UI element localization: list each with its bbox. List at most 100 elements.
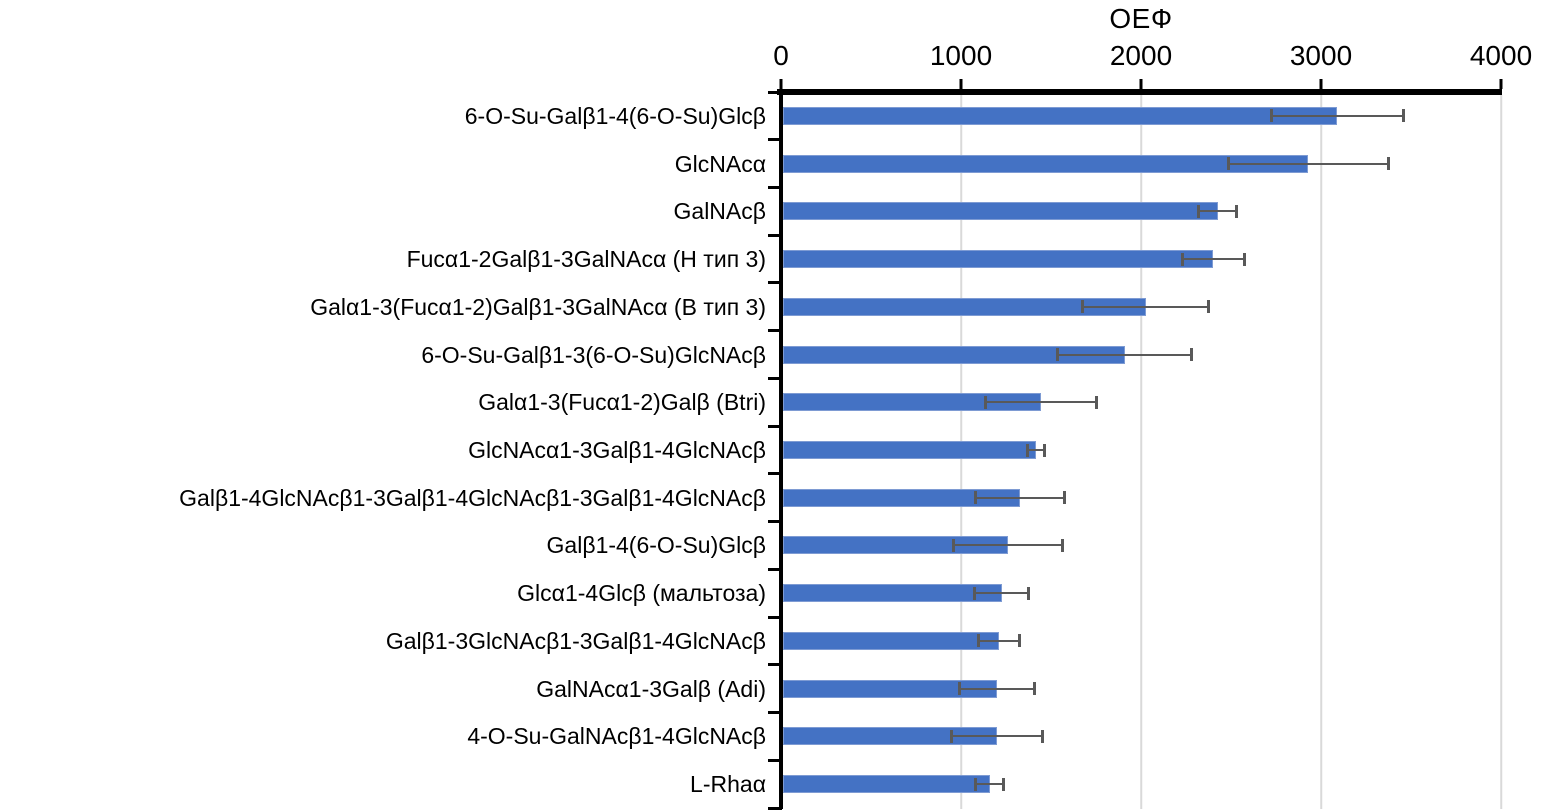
error-bar-cap-left: [977, 634, 981, 648]
y-tick-mark: [768, 90, 782, 94]
gridline: [1500, 95, 1502, 809]
y-axis-line: [779, 89, 783, 809]
y-tick-mark: [768, 663, 782, 667]
y-tick-mark: [768, 329, 782, 333]
error-bar-line: [959, 687, 1035, 690]
error-bar-cap-left: [958, 682, 962, 696]
error-bar-line: [1057, 353, 1193, 356]
error-bar-line: [1026, 449, 1045, 451]
y-tick-mark: [768, 138, 782, 142]
error-bar-cap-right: [1401, 109, 1405, 123]
category-label: Glcα1-4Glcβ (мальтоза): [517, 580, 766, 607]
category-label: GalNAcα1-3Galβ (Adi): [536, 675, 766, 702]
error-bar-cap-right: [1386, 157, 1390, 171]
x-tick-label-4000: 4000: [1469, 40, 1533, 71]
error-bar-cap-right: [1207, 300, 1211, 314]
x-tick-mark: [1319, 79, 1323, 89]
y-tick-mark: [768, 520, 782, 524]
category-label: 4-O-Su-GalNAcβ1-4GlcNAcβ: [467, 723, 766, 750]
error-bar-cap-left: [1196, 204, 1200, 218]
error-bar-cap-right: [1063, 491, 1067, 505]
error-bar-cap-right: [1094, 395, 1098, 409]
error-bar-cap-left: [1269, 109, 1273, 123]
x-tick-label-1000: 1000: [929, 40, 993, 71]
error-bar-cap-left: [972, 586, 976, 600]
category-label: GlcNAcα1-3Galβ1-4GlcNAcβ: [468, 437, 766, 463]
y-tick-mark: [768, 233, 782, 237]
bar: [783, 441, 1036, 459]
y-tick-mark: [768, 758, 782, 762]
bar: [783, 250, 1213, 269]
error-bar-cap-right: [1040, 729, 1044, 743]
error-bar-cap-left: [974, 777, 978, 791]
category-label: GlcNAcα: [674, 150, 766, 177]
y-tick-mark: [768, 711, 782, 715]
category-label: Galβ1-3GlcNAcβ1-3Galβ1-4GlcNAcβ: [385, 627, 766, 654]
error-bar-cap-right: [1235, 204, 1239, 218]
error-bar-cap-left: [951, 538, 955, 552]
error-bar-cap-left: [1180, 252, 1184, 266]
error-bar-cap-right: [1002, 777, 1006, 791]
y-tick-mark: [768, 281, 782, 285]
category-label: GalNAcβ: [673, 198, 766, 225]
bar: [783, 106, 1338, 125]
error-bar-line: [973, 592, 1030, 595]
x-tick-mark: [1499, 79, 1503, 89]
gridline: [1320, 95, 1322, 809]
error-bar-line: [985, 401, 1097, 404]
y-tick-mark: [768, 806, 782, 810]
x-axis-line: [777, 89, 1502, 95]
y-tick-mark: [768, 185, 782, 189]
error-bar-line: [952, 544, 1063, 547]
bar: [783, 584, 1002, 603]
y-tick-mark: [768, 567, 782, 571]
y-tick-mark: [768, 472, 782, 476]
error-bar-cap-right: [1190, 348, 1194, 362]
category-label: Galα1-3(Fucα1-2)Galβ1-3GalNAcα (В тип 3): [310, 293, 766, 320]
x-tick-mark: [779, 79, 783, 89]
category-label: Galα1-3(Fucα1-2)Galβ (Btri): [478, 389, 766, 416]
error-bar-cap-left: [974, 491, 978, 505]
bar: [783, 631, 999, 650]
category-label: 6-O-Su-Galβ1-3(6-O-Su)GlcNAcβ: [421, 341, 766, 368]
error-bar-cap-right: [1032, 682, 1036, 696]
x-tick-mark: [959, 79, 963, 89]
x-tick-label-3000: 3000: [1289, 40, 1353, 71]
error-bar-line: [975, 783, 1005, 786]
error-bar-cap-right: [1042, 443, 1046, 457]
error-bar-cap-right: [1060, 538, 1064, 552]
error-bar-line: [1270, 114, 1404, 117]
error-bar-cap-left: [1227, 157, 1231, 171]
error-bar-line: [1181, 258, 1245, 261]
category-label: Galβ1-4(6-O-Su)Glcβ: [546, 532, 766, 559]
error-bar-line: [1228, 162, 1389, 165]
error-bar-line: [1197, 210, 1238, 213]
error-bar-cap-right: [1017, 634, 1021, 648]
y-tick-mark: [768, 424, 782, 428]
y-tick-mark: [768, 376, 782, 380]
category-label: Fucα1-2Galβ1-3GalNAcα (Н тип 3): [406, 246, 766, 273]
error-bar-cap-left: [950, 729, 954, 743]
error-bar-cap-right: [1242, 252, 1246, 266]
gridline: [1140, 95, 1142, 809]
category-label: L-Rhaα: [690, 771, 766, 798]
error-bar-cap-left: [1056, 348, 1060, 362]
x-tick-label-2000: 2000: [1109, 40, 1173, 71]
error-bar-line: [978, 639, 1020, 642]
x-tick-mark: [1139, 79, 1143, 89]
category-label: 6-O-Su-Galβ1-4(6-O-Su)Glcβ: [464, 102, 766, 129]
error-bar-line: [975, 496, 1066, 499]
error-bar-cap-right: [1027, 586, 1031, 600]
bar: [783, 202, 1218, 221]
error-bar-cap-left: [1080, 300, 1084, 314]
error-bar-cap-left: [1025, 443, 1029, 457]
error-bar-line: [1081, 305, 1210, 308]
y-tick-mark: [768, 615, 782, 619]
error-bar-line: [951, 735, 1043, 738]
bar: [783, 775, 990, 794]
error-bar-cap-left: [984, 395, 988, 409]
category-label: Galβ1-4GlcNAcβ1-3Galβ1-4GlcNAcβ1-3Galβ1-…: [179, 484, 766, 511]
x-tick-label-0: 0: [773, 40, 789, 71]
chart-title: ОЕФ: [1109, 3, 1173, 34]
